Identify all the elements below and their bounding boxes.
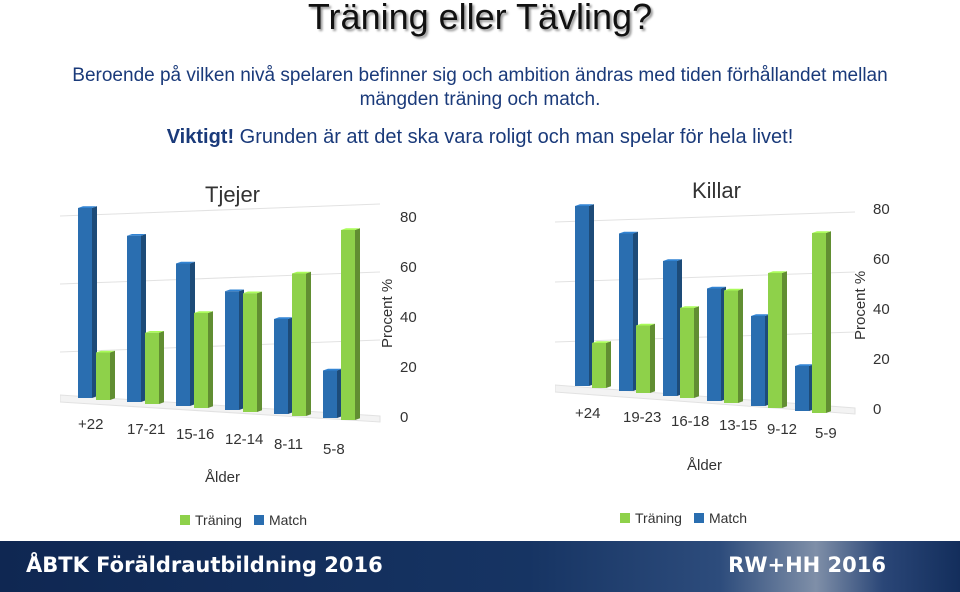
legend-swatch-match [253,515,264,525]
chart-girls: +22 17-21 15-16 12-14 8-11 5-8 0 20 40 60 80 Ålder P… [60,170,460,540]
x-tick-label: 19-23 [623,409,661,426]
chart-boys: +24 19-23 16-18 13-15 9-12 5-9 0 20 40 60 80 Ålder P… [555,170,955,540]
legend-label-training: Träning [195,512,242,528]
bar-match-5 [795,364,814,411]
y-tick-label: 40 [400,309,417,326]
legend-item-training: Träning [620,510,682,526]
legend-label-training: Träning [635,510,682,526]
x-axis-label: Ålder [687,457,722,474]
important-note: Viktigt! Grunden är att det ska vara rol… [0,126,960,149]
legend-item-match: Match [253,512,308,528]
bar-match-1 [127,234,146,402]
x-tick-label: 9-12 [767,421,797,438]
gridline [60,271,381,285]
bar-match-0 [78,206,97,398]
legend-label-match: Match [268,512,308,528]
chart-girls-title: Tjejer [205,182,261,207]
y-tick-label: 60 [400,259,417,276]
legend-item-training: Träning [180,512,242,528]
y-tick-label: 80 [400,209,417,226]
note-highlight: Viktigt! [166,126,235,148]
gridline [555,211,856,223]
x-tick-label: 15-16 [176,426,214,443]
y-tick-label: 80 [873,201,890,218]
legend-swatch-match [693,513,704,523]
intro-text: Beroende på vilken nivå spelaren befinne… [72,65,888,110]
bar-match-0 [575,204,594,386]
bar-training-5 [341,228,360,420]
gridline [555,271,856,283]
y-tick-label: 60 [873,251,890,268]
bar-training-1 [636,323,655,393]
footer-bar: ÅBTK Föräldrautbildning 2016 RW+HH 2016 [0,541,960,592]
chart-boys-legend: Träning Match [620,510,747,526]
bar-match-1 [619,231,638,391]
gridline [60,339,381,353]
y-axis-label: Procent % [852,271,869,340]
x-tick-label: 13-15 [719,417,757,434]
bar-training-1 [145,331,164,404]
y-axis-label: Procent % [379,279,396,348]
bar-training-2 [680,306,699,398]
bar-training-5 [812,231,831,413]
footer-left-text: ÅBTK Föräldrautbildning 2016 [26,553,383,577]
footer-right-text: RW+HH 2016 [728,553,886,577]
bar-training-0 [592,341,611,388]
x-tick-label: +24 [575,405,600,422]
bar-training-0 [96,350,115,400]
x-tick-label: 17-21 [127,421,165,438]
note-text: Grunden är att det ska vara roligt och m… [234,126,794,148]
bar-match-4 [751,314,770,406]
bar-match-5 [323,368,342,418]
bar-training-2 [194,311,213,408]
x-tick-label: 5-8 [323,441,345,458]
x-axis-label: Ålder [205,469,240,486]
bar-match-2 [176,261,195,406]
legend-label-match: Match [708,510,748,526]
gridline [60,203,381,217]
bar-training-3 [243,291,262,412]
x-tick-label: 16-18 [671,413,709,430]
x-tick-label: 12-14 [225,431,263,448]
bar-match-2 [663,259,682,396]
x-tick-label: +22 [78,416,103,433]
bar-match-4 [274,317,293,414]
y-tick-label: 40 [873,301,890,318]
slide-title: Träning eller Tävling? [307,0,653,37]
legend-swatch-training [180,515,190,525]
bar-match-3 [707,286,726,401]
x-tick-label: 8-11 [274,436,303,453]
bar-training-3 [724,288,743,403]
x-tick-label: 5-9 [815,425,837,442]
bar-training-4 [768,271,787,408]
y-tick-label: 20 [400,359,417,376]
legend-item-match: Match [693,510,748,526]
y-tick-label: 0 [400,409,408,426]
legend-swatch-training [620,513,630,523]
chart-girls-plot: +22 17-21 15-16 12-14 8-11 5-8 0 20 40 60 80 Ålder P… [60,203,417,486]
bar-training-4 [292,271,311,416]
chart-boys-title: Killar [692,178,741,203]
y-tick-label: 0 [873,401,881,418]
bar-match-3 [225,289,244,410]
chart-girls-legend: Träning Match [180,512,307,528]
chart-boys-plot: +24 19-23 16-18 13-15 9-12 5-9 0 20 40 60 80 Ålder P… [555,201,890,474]
y-tick-label: 20 [873,351,890,368]
gridline [555,331,856,343]
